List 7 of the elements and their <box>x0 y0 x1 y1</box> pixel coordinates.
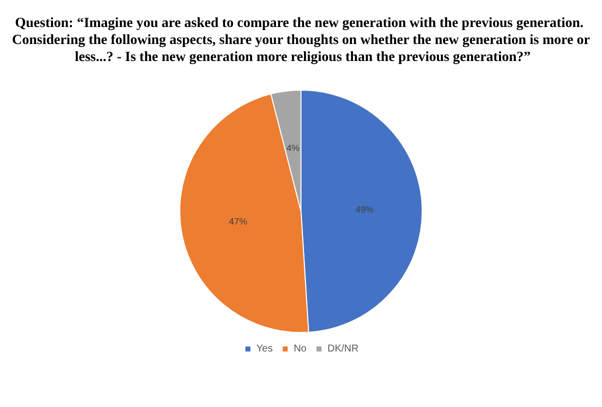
chart-title: Question: “Imagine you are asked to compare the new generation with the previous generation. Considering the following aspects, share your thoughts on whether the new generation is more or less...? - Is the new generation more religious than the previous generation?” <box>12 16 590 65</box>
data-label: 49% <box>356 204 374 214</box>
legend-label: No <box>294 344 307 354</box>
legend-label: DK/NR <box>327 344 359 354</box>
data-label: 4% <box>286 143 300 154</box>
data-label: 47% <box>229 216 248 226</box>
legend-label: Yes <box>256 344 273 354</box>
